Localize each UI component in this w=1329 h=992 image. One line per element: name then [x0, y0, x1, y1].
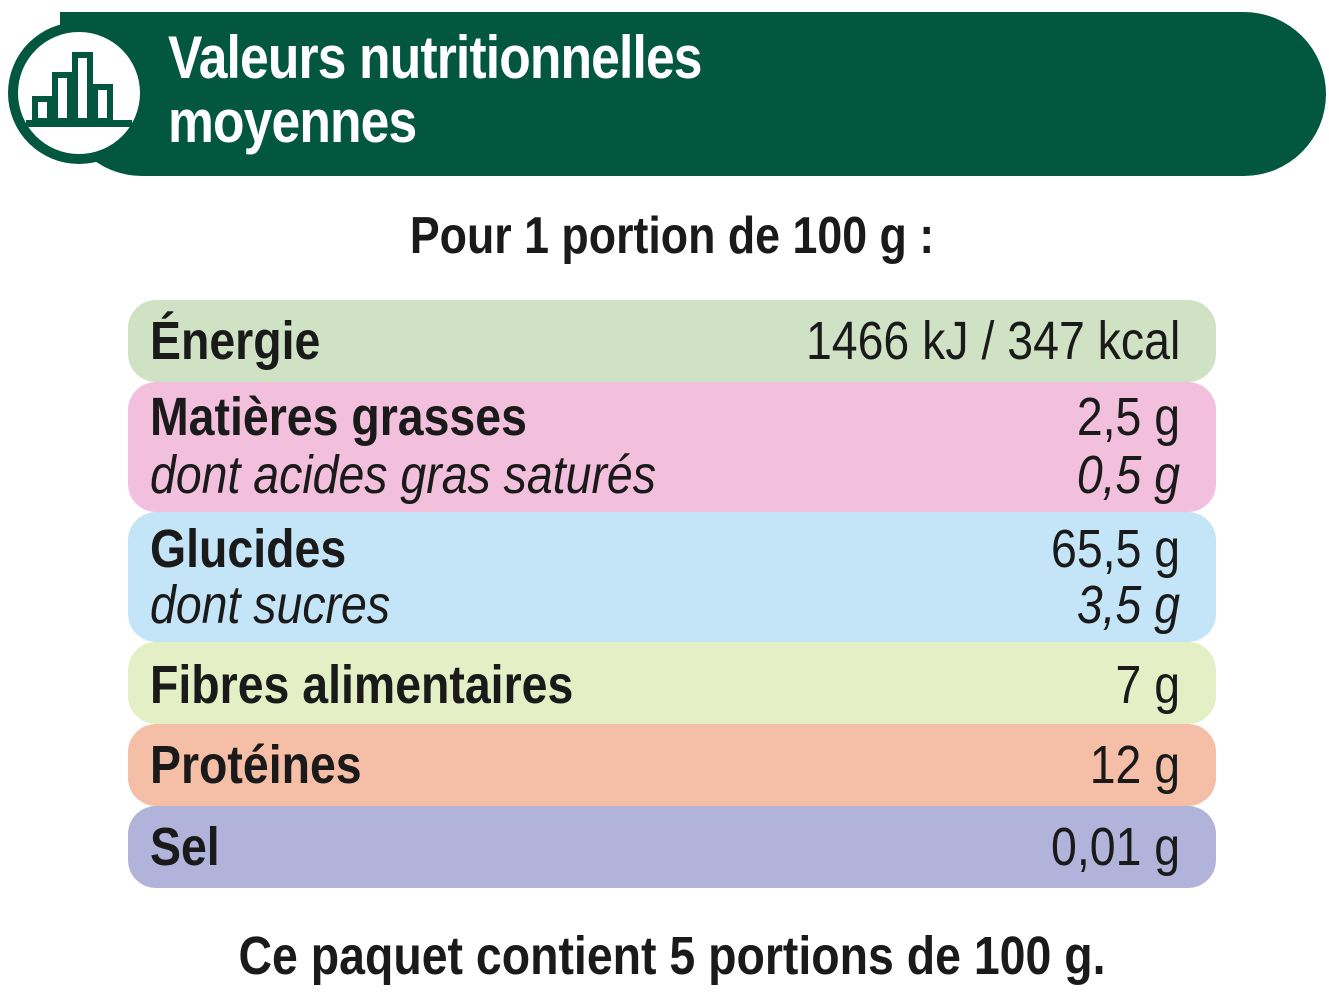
row-label: Protéines — [150, 735, 362, 795]
row-fibres: Fibres alimentaires 7 g — [128, 642, 1216, 724]
row-energie: Énergie 1466 kJ / 347 kcal — [128, 300, 1216, 382]
row-value: 1466 kJ / 347 kcal — [805, 311, 1180, 371]
row-label: Sel — [150, 817, 220, 877]
row-glucides: Glucides 65,5 g dont sucres 3,5 g — [128, 512, 1216, 642]
row-sub-label: dont acides gras saturés — [150, 445, 656, 505]
row-sub-value: 0,5 g — [1076, 445, 1180, 505]
nutrition-title: Valeurs nutritionnelles moyennes — [168, 24, 703, 155]
row-sel: Sel 0,01 g — [128, 806, 1216, 888]
title-line-1: Valeurs nutritionnelles — [168, 24, 703, 91]
title-line-2: moyennes — [168, 88, 417, 155]
nutrition-header — [60, 12, 1326, 176]
row-value: 2,5 g — [1076, 387, 1180, 447]
row-value: 0,01 g — [1050, 817, 1180, 877]
row-value: 7 g — [1115, 655, 1180, 715]
row-proteines: Protéines 12 g — [128, 724, 1216, 806]
bar-chart-icon — [26, 52, 132, 127]
row-sub-value: 3,5 g — [1076, 575, 1180, 635]
row-sub-label: dont sucres — [150, 575, 391, 635]
row-matieres-grasses: Matières grasses 2,5 g dont acides gras … — [128, 382, 1216, 512]
row-label: Matières grasses — [150, 387, 527, 447]
row-value: 12 g — [1089, 735, 1180, 795]
package-info: Ce paquet contient 5 portions de 100 g. — [238, 926, 1106, 986]
portion-size: Pour 1 portion de 100 g : — [409, 207, 935, 265]
row-label: Glucides — [150, 519, 347, 579]
row-label: Énergie — [150, 311, 321, 371]
row-label: Fibres alimentaires — [150, 655, 574, 715]
row-value: 65,5 g — [1050, 519, 1180, 579]
